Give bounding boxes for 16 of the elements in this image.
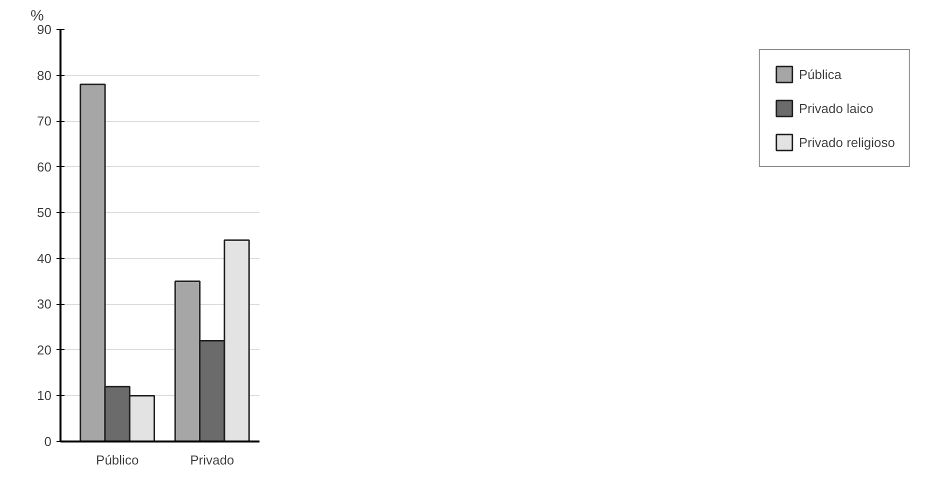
legend-label: Privado religioso: [798, 134, 895, 150]
y-tick-label: 40: [37, 250, 52, 266]
y-tick-label: 70: [37, 114, 52, 129]
y-tick-label: 60: [37, 159, 52, 174]
y-tick-label: 90: [37, 22, 52, 37]
y-tick-label: 80: [37, 68, 52, 83]
legend-label: Pública: [798, 66, 842, 82]
y-tick-label: 20: [37, 342, 52, 358]
y-tick-label: 50: [37, 205, 52, 220]
x-tick-label: Público: [96, 452, 139, 468]
y-tick-label: 10: [37, 388, 52, 404]
x-tick-label: Privado: [190, 452, 234, 468]
legend-label: Privado laico: [798, 100, 874, 116]
y-axis-title: %: [30, 8, 44, 24]
y-tick-label: 30: [37, 296, 52, 312]
y-tick-label: 0: [44, 434, 52, 449]
